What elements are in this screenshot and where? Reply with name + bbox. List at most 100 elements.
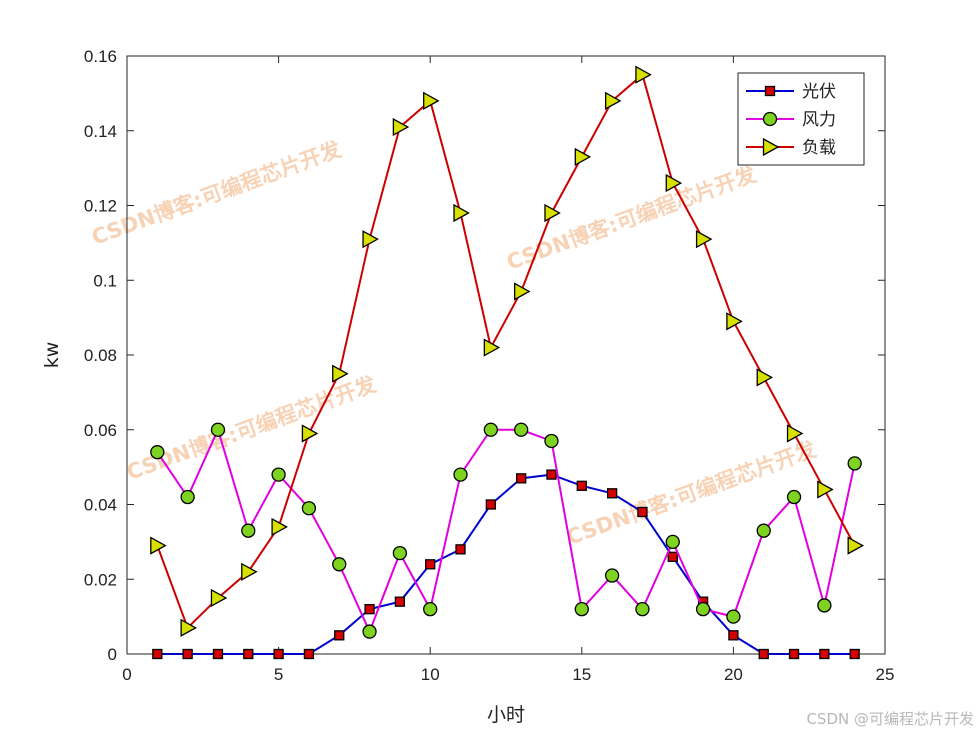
data-point <box>423 602 438 617</box>
data-point <box>758 648 769 660</box>
x-tick-label: 10 <box>421 665 440 684</box>
data-point <box>332 557 347 572</box>
data-point <box>817 480 834 499</box>
data-point <box>301 424 319 443</box>
data-point <box>516 473 527 484</box>
data-point <box>667 551 678 562</box>
data-point <box>483 338 501 357</box>
data-point <box>604 568 620 583</box>
y-tick-label: 0.1 <box>93 271 117 290</box>
data-point <box>514 282 531 301</box>
y-tick-label: 0.08 <box>84 346 117 365</box>
x-axis-label: 小时 <box>487 704 525 726</box>
data-point <box>180 489 195 505</box>
axis-ticks: 0 5 10 15 20 25 0 0.02 0.04 0.06 0.08 0.1 0.12 0.14 0.… <box>84 47 895 684</box>
data-point <box>212 648 224 660</box>
data-point <box>788 648 800 660</box>
data-point <box>152 648 163 660</box>
data-point <box>819 648 830 660</box>
data-point <box>817 598 832 613</box>
series-0 <box>152 469 860 660</box>
y-axis-label: kw <box>41 342 63 369</box>
x-tick-label: 0 <box>122 665 131 684</box>
y-tick-label: 0.12 <box>84 197 117 216</box>
data-point <box>273 648 284 660</box>
y-tick-label: 0.04 <box>84 496 117 515</box>
data-point <box>453 203 470 223</box>
data-point <box>544 433 559 449</box>
data-point <box>849 648 860 660</box>
y-tick-label: 0.16 <box>84 47 117 66</box>
data-point <box>362 230 379 249</box>
data-point <box>150 445 165 460</box>
series-1 <box>150 422 862 639</box>
y-tick-label: 0 <box>108 645 117 664</box>
data-point <box>423 91 440 110</box>
data-point <box>574 147 592 167</box>
legend-marker <box>762 137 780 157</box>
legend-label: 负载 <box>802 138 836 158</box>
data-point <box>271 467 286 482</box>
data-point <box>210 588 228 608</box>
data-point <box>544 203 561 223</box>
data-point <box>786 489 802 505</box>
data-point <box>606 488 618 499</box>
data-point <box>695 602 711 617</box>
data-point <box>455 544 466 555</box>
x-tick-label: 15 <box>572 665 591 684</box>
data-point <box>271 517 288 537</box>
data-point <box>635 65 652 84</box>
x-tick-label: 20 <box>724 665 743 684</box>
data-point <box>334 630 345 641</box>
data-point <box>756 523 771 538</box>
data-point <box>665 173 683 193</box>
data-point <box>847 456 862 471</box>
data-point <box>362 624 377 639</box>
x-tick-label: 5 <box>274 665 283 684</box>
data-point <box>243 648 254 660</box>
series-2 <box>150 65 865 637</box>
data-point <box>604 91 622 110</box>
data-point <box>576 480 587 491</box>
data-point <box>728 630 739 641</box>
y-tick-label: 0.14 <box>84 122 117 141</box>
data-point <box>301 501 317 516</box>
data-point <box>364 604 375 615</box>
data-point <box>574 602 589 617</box>
legend-label: 风力 <box>802 110 836 130</box>
data-point <box>182 648 193 660</box>
legend-label: 光伏 <box>802 82 836 102</box>
data-point <box>635 602 650 617</box>
data-point <box>150 536 167 555</box>
data-point <box>695 230 713 249</box>
data-point <box>726 609 741 624</box>
data-point <box>241 523 256 538</box>
data-point <box>241 562 258 581</box>
credit-text: CSDN @可编程芯片开发 <box>806 710 974 728</box>
series-layer <box>150 65 865 660</box>
data-point <box>726 312 743 331</box>
legend-marker <box>762 111 778 127</box>
data-point <box>637 506 648 518</box>
series-line <box>156 426 856 635</box>
data-point <box>483 422 498 437</box>
legend-marker <box>764 85 776 97</box>
data-point <box>485 499 496 510</box>
data-point <box>303 648 315 660</box>
x-tick-label: 25 <box>876 665 895 684</box>
data-point <box>847 536 865 555</box>
data-point <box>180 618 197 637</box>
data-point <box>514 422 529 437</box>
data-point <box>332 364 349 383</box>
y-tick-label: 0.06 <box>84 421 117 440</box>
data-point <box>425 559 436 570</box>
data-point <box>392 117 410 137</box>
data-point <box>453 467 468 482</box>
data-point <box>546 469 557 480</box>
data-point <box>786 424 804 443</box>
data-point <box>394 596 406 607</box>
data-point <box>665 534 680 550</box>
y-tick-label: 0.02 <box>84 570 117 589</box>
